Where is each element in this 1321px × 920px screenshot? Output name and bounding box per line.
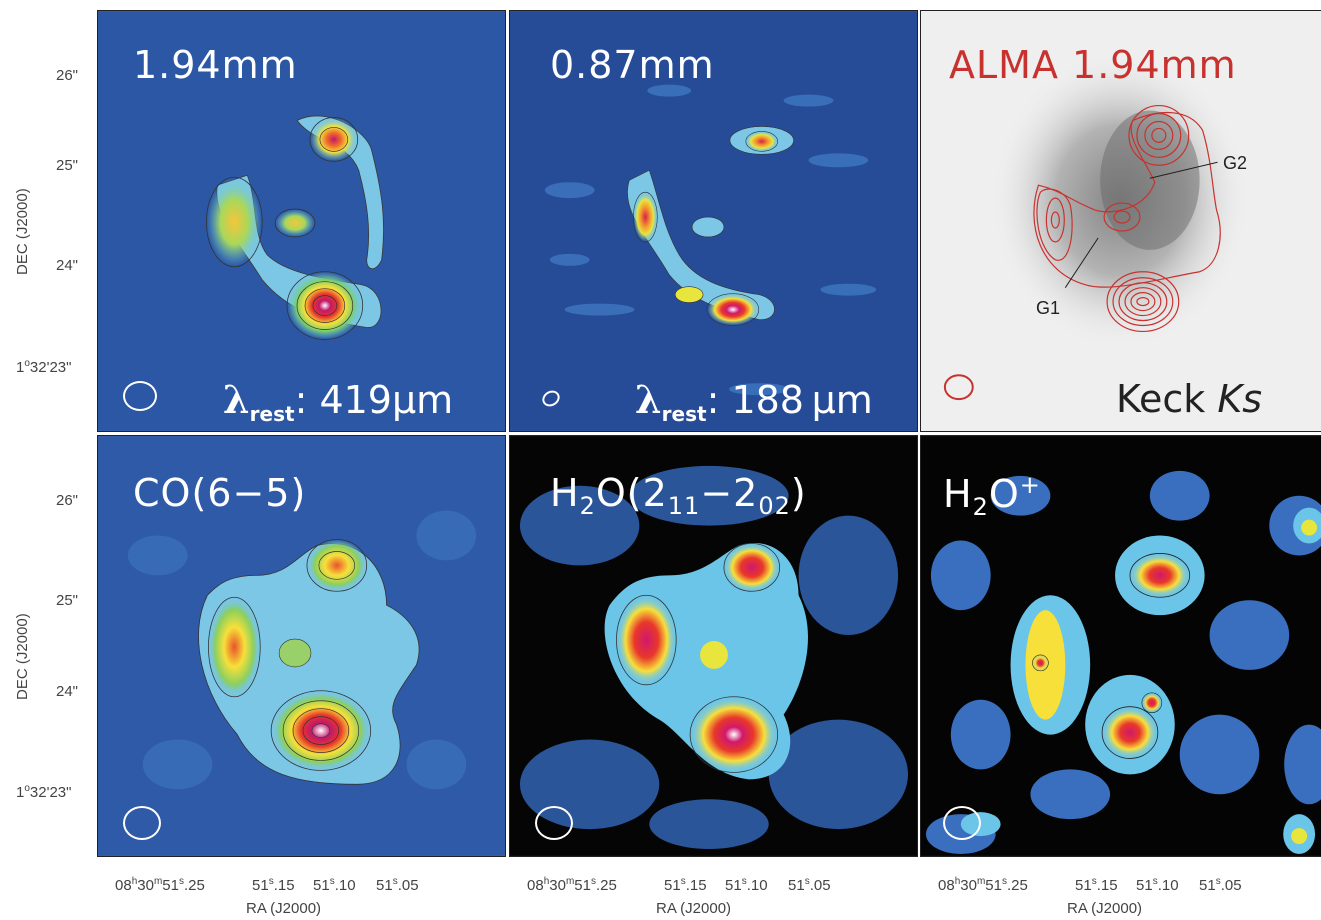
label-part: O bbox=[988, 472, 1020, 516]
label-part: O(2 bbox=[595, 471, 668, 515]
panel-label: 0.87mm bbox=[550, 43, 715, 87]
panel-continuum-0-87mm: 0.87mm λrest: 188 μm bbox=[509, 10, 918, 432]
x-tick-label: 51s.05 bbox=[376, 876, 419, 894]
x-tick-label: 51s.10 bbox=[313, 876, 356, 894]
x-axis-title: RA (J2000) bbox=[246, 900, 322, 917]
panel-label: H2O+ bbox=[943, 471, 1041, 521]
x-tick-label: 51s.10 bbox=[725, 876, 768, 894]
lambda-symbol: λ bbox=[223, 377, 250, 422]
beam-ellipse bbox=[943, 806, 981, 840]
y-tick-label: 24" bbox=[56, 683, 79, 700]
panel-label: 1.94mm bbox=[133, 43, 298, 87]
x-tick-label: 08h30m51s.25 bbox=[115, 876, 205, 894]
label-sub: 11 bbox=[667, 492, 701, 520]
rest-wavelength-label: λrest: 188 μm bbox=[635, 377, 873, 426]
x-tick-label: 51s.05 bbox=[1199, 876, 1242, 894]
y-tick-deg: 1 bbox=[16, 359, 25, 376]
panel-label: CO(6−5) bbox=[133, 471, 307, 515]
label-part: H bbox=[943, 472, 973, 516]
lambda-subscript: rest bbox=[661, 402, 707, 426]
x-tick-label: 08h30m51s.25 bbox=[938, 876, 1028, 894]
y-tick-label: 26" bbox=[56, 492, 79, 509]
label-sub: 2 bbox=[972, 493, 989, 521]
panel-label: H2O(211−202) bbox=[550, 471, 807, 520]
label-part: H bbox=[550, 471, 580, 515]
y-tick-label: 1o32'23" bbox=[16, 783, 72, 801]
map-continuum-1-94mm bbox=[98, 11, 505, 431]
x-tick-label: 08h30m51s.25 bbox=[527, 876, 617, 894]
y-tick-deg: 1 bbox=[16, 784, 25, 801]
y-tick-rest: 32'23" bbox=[29, 359, 72, 376]
label-part: −2 bbox=[700, 471, 759, 515]
y-tick-label: 25" bbox=[56, 592, 79, 609]
panel-keck-ks-overlay: ALMA 1.94mm G2 G1 Keck Ks bbox=[920, 10, 1321, 432]
beam-ellipse bbox=[123, 806, 161, 840]
instrument-name: Keck bbox=[1116, 377, 1218, 421]
map-keck-ks bbox=[921, 11, 1321, 431]
y-tick-label: 25" bbox=[56, 157, 79, 174]
x-tick-label: 51s.15 bbox=[664, 876, 707, 894]
panel-h2o: H2O(211−202) bbox=[509, 435, 918, 857]
panel-continuum-1-94mm: 1.94mm λrest: 419μm bbox=[97, 10, 506, 432]
y-tick-rest: 32'23" bbox=[29, 784, 72, 801]
lambda-subscript: rest bbox=[249, 402, 295, 426]
filter-name: Ks bbox=[1217, 377, 1263, 421]
y-axis-title: DEC (J2000) bbox=[14, 188, 31, 275]
panel-label: ALMA 1.94mm bbox=[949, 43, 1237, 87]
x-axis-title: RA (J2000) bbox=[656, 900, 732, 917]
label-sub: 02 bbox=[758, 492, 791, 520]
y-tick-label: 24" bbox=[56, 257, 79, 274]
rest-wavelength-label: λrest: 419μm bbox=[223, 377, 453, 426]
panel-co-6-5: CO(6−5) bbox=[97, 435, 506, 857]
map-continuum-0-87mm bbox=[510, 11, 917, 431]
lambda-value: : 188 μm bbox=[706, 378, 873, 422]
map-h2o bbox=[510, 436, 917, 856]
label-sub: 2 bbox=[579, 492, 596, 520]
beam-ellipse bbox=[123, 381, 157, 411]
x-tick-label: 51s.10 bbox=[1136, 876, 1179, 894]
label-part: ) bbox=[790, 471, 807, 515]
y-tick-label: 1o32'23" bbox=[16, 358, 72, 376]
y-axis-title: DEC (J2000) bbox=[14, 613, 31, 700]
x-tick-label: 51s.15 bbox=[252, 876, 295, 894]
x-tick-label: 51s.05 bbox=[788, 876, 831, 894]
instrument-label: Keck Ks bbox=[1116, 377, 1262, 421]
y-tick-label: 26" bbox=[56, 67, 79, 84]
map-co-6-5 bbox=[98, 436, 505, 856]
galaxy-label-g2: G2 bbox=[1223, 153, 1248, 173]
label-sup: + bbox=[1019, 471, 1041, 499]
galaxy-label-g1: G1 bbox=[1036, 298, 1061, 318]
lambda-symbol: λ bbox=[635, 377, 662, 422]
beam-ellipse bbox=[535, 806, 573, 840]
lambda-value: : 419μm bbox=[294, 378, 454, 422]
map-h2o-plus bbox=[921, 436, 1321, 856]
x-axis-title: RA (J2000) bbox=[1067, 900, 1143, 917]
x-tick-label: 51s.15 bbox=[1075, 876, 1118, 894]
panel-h2o-plus: H2O+ bbox=[920, 435, 1321, 857]
